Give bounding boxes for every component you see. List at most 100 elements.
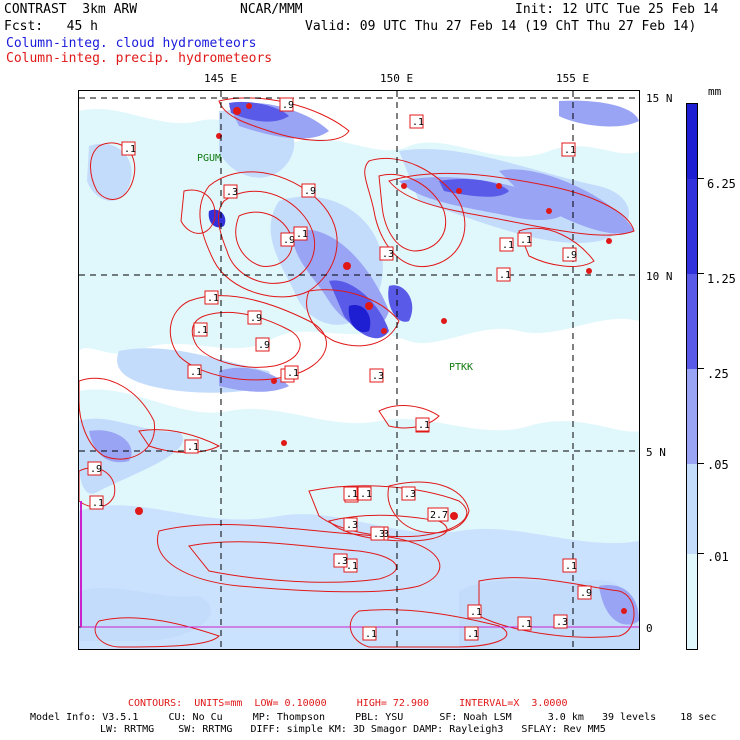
lon-label-150: 150 E [380, 72, 414, 85]
contour-label-text: .1 [470, 607, 482, 618]
contour-label-text: .3 [373, 529, 385, 540]
contour-label-text: .3 [372, 371, 384, 382]
contour-label-box [562, 558, 577, 573]
contour-label-box [562, 247, 577, 262]
contour-value-label: .1 [89, 495, 104, 510]
contour-label-text: .3 [556, 617, 568, 628]
contour-label-box [415, 417, 430, 432]
contour-label-text: .9 [283, 235, 295, 246]
contour-label-text: .1 [360, 489, 372, 500]
contour-label-box [247, 310, 262, 325]
colorbar-label: .01 [707, 550, 729, 564]
contour-label-box [284, 365, 299, 380]
contour-label-box [409, 114, 424, 129]
contour-value-label: .1 [362, 626, 377, 641]
station-ptkk: PTKK [449, 362, 473, 373]
contour-label-text: .9 [282, 100, 294, 111]
contour-value-label: .3 [553, 614, 568, 629]
contour-label-text: .3 [336, 556, 348, 567]
contour-label-text: 2.7 [430, 510, 448, 521]
contour-value-label: .9 [562, 247, 577, 262]
contour-label-box [499, 237, 514, 252]
contour-label-box [553, 614, 568, 629]
contour-label-text: .1 [520, 619, 532, 630]
colorbar-seg-5 [687, 179, 697, 274]
contour-value-label: .1 [284, 365, 299, 380]
contour-label-box [357, 486, 372, 501]
contour-label-text: .1 [187, 442, 199, 453]
model-title: CONTRAST 3km ARW [4, 2, 138, 17]
contour-label-box [427, 507, 449, 522]
contour-value-label: .9 [301, 183, 316, 198]
contour-label-box [184, 439, 199, 454]
colorbar-label: 6.25 [707, 177, 736, 191]
contour-value-label: .1 [184, 439, 199, 454]
contour-label-box [370, 526, 385, 541]
colorbar-seg-1 [687, 554, 697, 649]
contour-label-box [293, 226, 308, 241]
lat-label-5n: 5 N [646, 446, 666, 459]
map-panel[interactable]: .1.9.1.9.3.9.1.1.9.9.3.1.1.1.9.1.3.1.1.1… [78, 90, 640, 650]
contour-value-label: .1 [496, 267, 511, 282]
contour-label-box [333, 553, 348, 568]
colorbar-tick [698, 273, 704, 274]
contour-value-label: .1 [464, 626, 479, 641]
contour-value-label: .3 [223, 184, 238, 199]
colorbar-seg-4 [687, 274, 697, 369]
contour-label-text: .9 [580, 588, 592, 599]
contour-label-box [464, 626, 479, 641]
contour-info: CONTOURS: UNITS=mm LOW= 0.10000 HIGH= 72… [128, 698, 568, 709]
contour-label-box [343, 486, 358, 501]
contour-label-text: .1 [287, 368, 299, 379]
contour-value-label: .1 [561, 142, 576, 157]
contour-label-text: .1 [207, 293, 219, 304]
contour-value-label: .1 [357, 486, 372, 501]
contour-value-label: .1 [415, 417, 430, 432]
contour-label-box [87, 461, 102, 476]
station-pgum: PGUM [197, 153, 221, 164]
contour-label-text: .1 [92, 498, 104, 509]
contour-value-label: .1 [562, 558, 577, 573]
colorbar [686, 103, 698, 650]
contour-label-text: .1 [190, 367, 202, 378]
colorbar-label: .05 [707, 458, 729, 472]
contour-label-text: .1 [196, 325, 208, 336]
contour-label-text: .9 [250, 313, 262, 324]
contour-label-box [362, 626, 377, 641]
colorbar-label: .25 [707, 367, 729, 381]
precip-contours [79, 97, 635, 648]
contour-label-box [343, 517, 358, 532]
colorbar-tick [698, 178, 704, 179]
contour-value-label: .9 [577, 585, 592, 600]
contour-value-label: .9 [279, 97, 294, 112]
contour-label-text: .1 [565, 561, 577, 572]
contour-value-label: .9 [87, 461, 102, 476]
contour-value-label: .3 [333, 553, 348, 568]
lat-label-10n: 10 N [646, 270, 673, 283]
contour-value-label: .3 [343, 517, 358, 532]
contour-label-text: .1 [467, 629, 479, 640]
field-precip-label: Column-integ. precip. hydrometeors [6, 51, 273, 66]
colorbar-unit: mm [708, 85, 722, 98]
contour-label-box [204, 290, 219, 305]
contour-label-text: .1 [296, 229, 308, 240]
contour-label-box [561, 142, 576, 157]
colorbar-tick [698, 553, 704, 554]
contour-value-label: .1 [499, 237, 514, 252]
contour-value-label: .9 [247, 310, 262, 325]
cloud-shading [79, 100, 639, 649]
contour-label-text: .3 [404, 489, 416, 500]
contour-label-text: .1 [499, 270, 511, 281]
model-info-line1: Model Info: V3.5.1 CU: No Cu MP: Thompso… [30, 712, 717, 723]
contour-label-layer: .1.9.1.9.3.9.1.1.9.9.3.1.1.1.9.1.3.1.1.1… [87, 97, 592, 641]
colorbar-tick [698, 368, 704, 369]
colorbar-tick [698, 463, 704, 464]
contour-label-box [279, 97, 294, 112]
contour-label-text: .1 [365, 629, 377, 640]
contour-label-text: .3 [226, 187, 238, 198]
contour-label-text: .1 [564, 145, 576, 156]
contour-value-label: .1 [204, 290, 219, 305]
valid-time: Valid: 09 UTC Thu 27 Feb 14 (19 ChT Thu … [305, 19, 697, 34]
forecast-hour: Fcst: 45 h [4, 19, 98, 34]
contour-label-box [369, 368, 384, 383]
